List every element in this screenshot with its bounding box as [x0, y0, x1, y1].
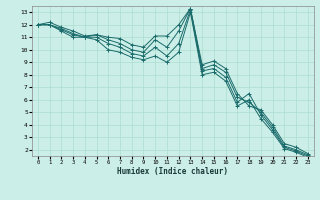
X-axis label: Humidex (Indice chaleur): Humidex (Indice chaleur)	[117, 167, 228, 176]
